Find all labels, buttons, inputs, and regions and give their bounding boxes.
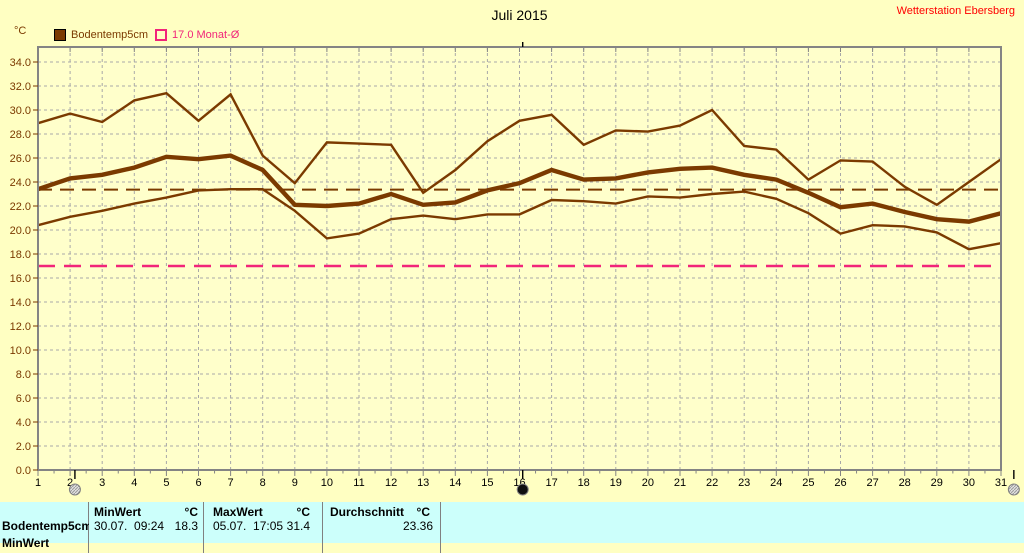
max-datetime: 05.07. 17:05 (213, 519, 284, 533)
series-row-label: Bodentemp5cm (2, 520, 89, 533)
y-axis: 0.0 2.0 4.0 6.0 8.0 10.0 12.0 14.0 16.0 18.0 20.0 2… (10, 57, 38, 477)
reference-swatch-icon (155, 29, 168, 41)
table-separator (322, 502, 323, 553)
min-header: MinWert (94, 505, 142, 519)
cursor-handle-black-day16[interactable] (516, 483, 529, 496)
svg-text:7: 7 (228, 477, 234, 489)
svg-text:14.0: 14.0 (10, 297, 31, 309)
svg-text:6.0: 6.0 (16, 393, 31, 405)
svg-text:14: 14 (449, 477, 461, 489)
svg-text:5: 5 (163, 477, 169, 489)
svg-text:20.0: 20.0 (10, 225, 31, 237)
grid-lines (38, 47, 1001, 470)
svg-text:16.0: 16.0 (10, 273, 31, 285)
svg-text:8: 8 (260, 477, 266, 489)
svg-text:12: 12 (385, 477, 397, 489)
svg-text:30: 30 (963, 477, 975, 489)
svg-text:28: 28 (899, 477, 911, 489)
min-unit-header: °C (184, 505, 198, 519)
svg-text:26: 26 (834, 477, 846, 489)
svg-text:3: 3 (99, 477, 105, 489)
avg-value: 23.36 (402, 519, 433, 533)
svg-text:22: 22 (706, 477, 718, 489)
temperature-chart: 0.0 2.0 4.0 6.0 8.0 10.0 12.0 14.0 16.0 18.0 20.0 2… (10, 42, 1020, 496)
y-axis-unit-label: °C (14, 25, 27, 37)
avg-header: Durchschnitt (330, 505, 405, 519)
max-unit-header: °C (296, 505, 310, 519)
svg-text:9: 9 (292, 477, 298, 489)
legend-item-monat-avg: 17.0 Monat-Ø (155, 29, 239, 41)
svg-text:13: 13 (417, 477, 429, 489)
table-separator (88, 502, 89, 553)
legend-item-bodentemp: Bodentemp5cm (54, 29, 148, 41)
svg-text:27: 27 (866, 477, 878, 489)
svg-text:24: 24 (770, 477, 782, 489)
svg-text:4: 4 (131, 477, 137, 489)
avg-unit-header: °C (416, 505, 430, 519)
svg-text:19: 19 (610, 477, 622, 489)
svg-text:34.0: 34.0 (10, 57, 31, 69)
legend-label: 17.0 Monat-Ø (172, 29, 240, 41)
cursor-markers (68, 42, 1020, 496)
svg-text:0.0: 0.0 (16, 465, 31, 477)
svg-text:23: 23 (738, 477, 750, 489)
page-title: Juli 2015 (491, 7, 548, 23)
svg-text:31: 31 (995, 477, 1007, 489)
svg-text:4.0: 4.0 (16, 417, 31, 429)
svg-text:32.0: 32.0 (10, 81, 31, 93)
series-line-1 (37, 153, 1002, 224)
svg-text:18: 18 (578, 477, 590, 489)
svg-text:22.0: 22.0 (10, 201, 31, 213)
svg-text:10.0: 10.0 (10, 345, 31, 357)
svg-text:17: 17 (545, 477, 557, 489)
svg-text:6: 6 (195, 477, 201, 489)
svg-text:21: 21 (674, 477, 686, 489)
cursor-handle-hatched-day31[interactable] (1007, 483, 1020, 496)
svg-text:12.0: 12.0 (10, 321, 31, 333)
svg-text:18.0: 18.0 (10, 249, 31, 261)
clipped-second-row-label: MinWert (2, 536, 50, 550)
svg-text:28.0: 28.0 (10, 129, 31, 141)
svg-text:26.0: 26.0 (10, 153, 31, 165)
svg-text:24.0: 24.0 (10, 177, 31, 189)
svg-text:1: 1 (35, 477, 41, 489)
x-axis: 1 2 3 4 5 6 7 8 9 10 11 12 13 14 15 16 17 18 19 20 21 22 23 24 2… (35, 47, 1007, 489)
cursor-handle-hatched-day2[interactable] (68, 483, 81, 496)
table-separator (440, 502, 441, 553)
max-header: MaxWert (213, 505, 263, 519)
svg-text:30.0: 30.0 (10, 105, 31, 117)
svg-text:8.0: 8.0 (16, 369, 31, 381)
statistics-table: MinWert °C MaxWert °C Durchschnitt °C Bo… (0, 502, 1024, 553)
svg-text:15: 15 (481, 477, 493, 489)
svg-text:25: 25 (802, 477, 814, 489)
series-swatch-icon (54, 29, 66, 41)
station-name: Wetterstation Ebersberg (896, 5, 1015, 17)
svg-text:10: 10 (321, 477, 333, 489)
max-value: 31.4 (286, 519, 310, 533)
svg-text:11: 11 (353, 477, 364, 489)
table-separator (203, 502, 204, 553)
svg-text:29: 29 (931, 477, 943, 489)
svg-text:2: 2 (67, 477, 73, 489)
min-datetime: 30.07. 09:24 (94, 519, 165, 533)
series-line-0 (37, 91, 1002, 207)
series-line-2 (37, 187, 1002, 251)
min-value: 18.3 (174, 519, 198, 533)
svg-text:2.0: 2.0 (16, 441, 31, 453)
legend-label: Bodentemp5cm (71, 29, 149, 41)
chart-legend: Bodentemp5cm 17.0 Monat-Ø (54, 29, 239, 41)
svg-text:20: 20 (642, 477, 654, 489)
